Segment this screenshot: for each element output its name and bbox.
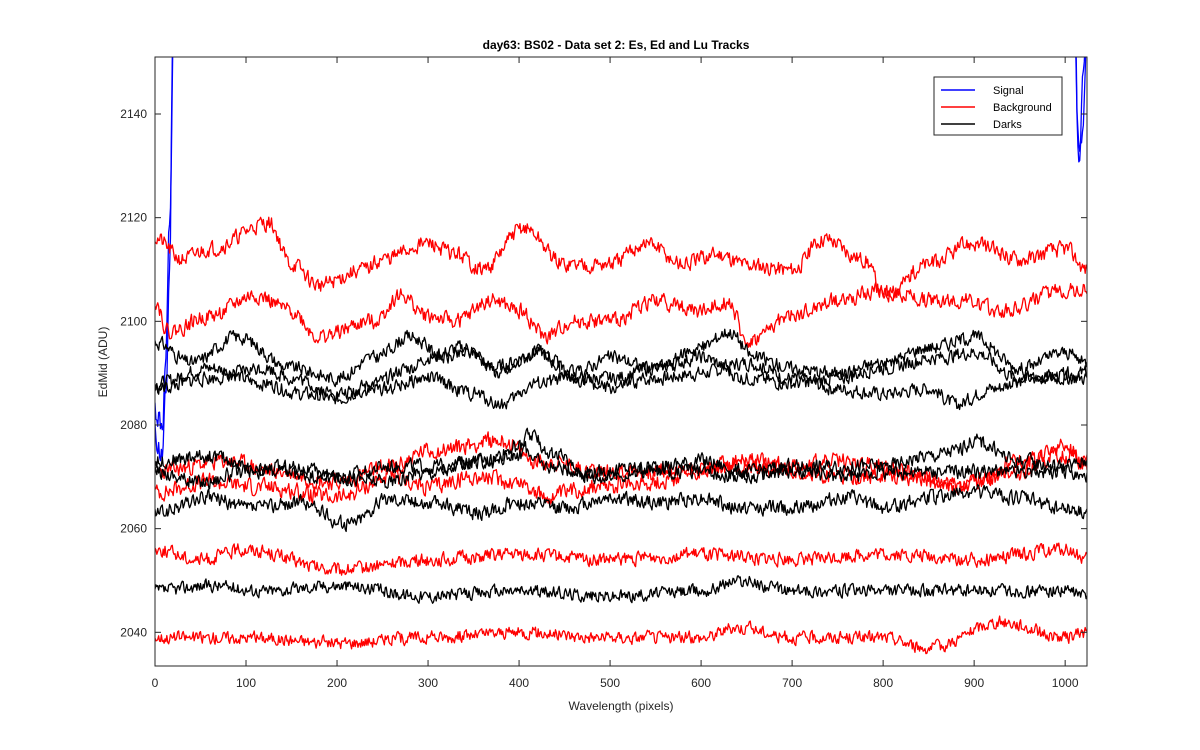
y-tick-label: 2100 [120,314,147,328]
series-line-background [155,615,1087,655]
x-axis: 0 100 200 300 400 500 600 700 800 900 1000 [152,57,1079,690]
plot-area [155,57,1087,666]
plot-frame [154,56,1088,667]
legend-label-darks: Darks [993,119,1022,131]
x-tick-label: 500 [600,676,620,690]
x-tick-label: 400 [509,676,529,690]
x-tick-label: 900 [964,676,984,690]
y-tick-label: 2080 [120,418,147,432]
x-tick-label: 100 [236,676,256,690]
x-axis-label: Wavelength (pixels) [569,699,674,713]
x-tick-label: 200 [327,676,347,690]
x-tick-label: 700 [782,676,802,690]
series-line-darks [155,357,1087,411]
series-line-darks [155,483,1087,533]
y-axis-label: EdMid (ADU) [96,327,110,398]
series-line-darks [155,575,1087,604]
series-line-darks [155,427,1087,490]
x-tick-label: 0 [152,676,159,690]
legend-label-signal: Signal [993,85,1024,97]
series-line-background [155,216,1087,303]
series-line-darks [155,328,1087,388]
chart-title: day63: BS02 - Data set 2: Es, Ed and Lu … [483,38,750,52]
y-tick-label: 2040 [120,625,147,639]
x-tick-label: 300 [418,676,438,690]
y-tick-label: 2060 [120,522,147,536]
y-axis: 2040 2060 2080 2100 2120 2140 [120,107,1087,639]
x-tick-label: 1000 [1052,676,1079,690]
y-tick-label: 2120 [120,211,147,225]
legend-box [933,76,1063,136]
series-line-darks [155,340,1087,405]
series-layer [155,57,1087,655]
series-line-background [155,446,1087,506]
series-line-darks [155,433,1087,484]
series-line-background [155,281,1087,348]
legend-label-background: Background [993,102,1052,114]
series-line-background [155,542,1087,576]
y-tick-label: 2140 [120,107,147,121]
x-tick-label: 800 [873,676,893,690]
legend: Signal Background Darks [933,76,1063,136]
x-tick-label: 600 [691,676,711,690]
